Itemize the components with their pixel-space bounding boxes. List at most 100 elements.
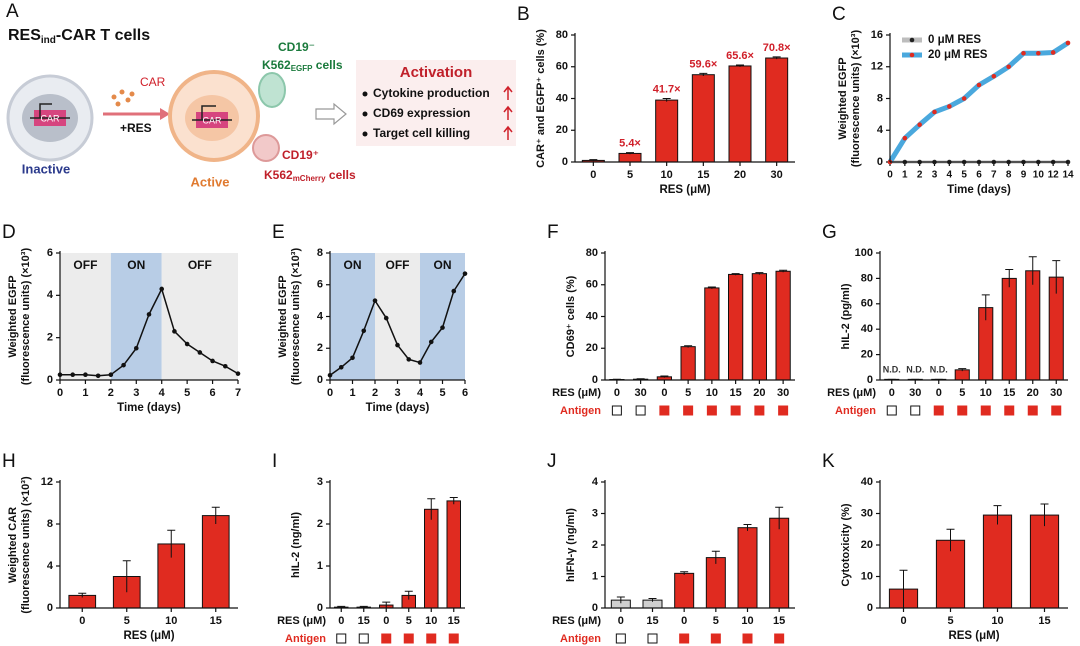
y-axis-label: CAR⁺ and EGFP⁺ cells (%) xyxy=(535,29,547,168)
y-tick-label: 4 xyxy=(877,124,884,136)
antigen-box xyxy=(1004,405,1015,416)
row-label: RES (μM) xyxy=(552,387,601,399)
x-tick-label: 5 xyxy=(439,387,445,399)
region xyxy=(161,253,238,380)
x-tick-label: 30 xyxy=(635,387,647,399)
x-axis-label: Time (days) xyxy=(947,184,1011,196)
point xyxy=(338,365,344,370)
error-bar xyxy=(167,529,176,558)
x-tick-label: 5 xyxy=(961,170,967,181)
panel-letter: H xyxy=(2,451,16,472)
x-axis-label: RES (μM) xyxy=(123,630,174,642)
x-tick-label: 15 xyxy=(1003,387,1015,399)
x-tick-label: 10 xyxy=(980,387,992,399)
y-tick-label: 0 xyxy=(592,602,598,614)
point xyxy=(184,341,190,347)
y-tick-label: 20 xyxy=(861,539,873,551)
x-tick-label: 0 xyxy=(661,387,667,399)
antigen-box xyxy=(754,405,765,416)
marker-label: CD19⁻ xyxy=(278,40,315,54)
y-axis-label: hIL-2 (pg/ml) xyxy=(840,283,852,349)
bar xyxy=(1025,270,1041,381)
mcherry-cell xyxy=(252,134,280,162)
cell-rest: cells xyxy=(326,168,356,182)
x-tick-label: 4 xyxy=(417,387,424,399)
y-tick-label: 0 xyxy=(47,602,53,614)
bar-annotation: 65.6× xyxy=(726,50,754,62)
error-bar xyxy=(958,368,967,372)
x-tick-label: 0 xyxy=(338,615,344,627)
bar xyxy=(1029,514,1060,609)
point xyxy=(210,358,215,364)
error-bar xyxy=(78,592,87,598)
antigen-box xyxy=(336,633,347,644)
bar xyxy=(765,57,789,163)
x-tick-label: 0 xyxy=(383,615,389,627)
antigen-box xyxy=(679,633,690,644)
bar-annotation: 70.8× xyxy=(763,42,791,54)
error-bar xyxy=(427,498,436,520)
bar xyxy=(680,346,696,381)
antigen-box xyxy=(1027,405,1038,416)
panel-letter: A xyxy=(6,1,19,22)
error-bar xyxy=(211,506,220,524)
x-tick-label: 2 xyxy=(372,387,378,399)
error-bar xyxy=(648,598,657,602)
error-bar xyxy=(772,56,781,60)
x-tick-label: 0 xyxy=(57,387,63,399)
y-tick-label: 20 xyxy=(586,342,598,354)
x-axis-label: Time (days) xyxy=(117,402,181,414)
x-tick-label: 0 xyxy=(681,615,687,627)
x-tick-label: 15 xyxy=(358,615,370,627)
point xyxy=(1036,50,1041,56)
x-tick-label: 0 xyxy=(327,387,333,399)
bar xyxy=(982,514,1013,609)
y-axis-label: Weighted CAR xyxy=(7,507,19,583)
antigen-box xyxy=(933,405,944,416)
error-bar xyxy=(122,560,131,593)
bar xyxy=(655,99,679,163)
x-tick-label: 9 xyxy=(1021,170,1027,181)
y-tick-label: 4 xyxy=(317,310,324,322)
region-label: ON xyxy=(127,258,145,272)
antigen-box xyxy=(635,405,646,416)
activation-box xyxy=(356,60,516,146)
region xyxy=(375,253,420,380)
car-dots xyxy=(111,89,135,107)
y-tick-label: 60 xyxy=(556,61,568,73)
point xyxy=(991,73,997,79)
x-tick-label: 0 xyxy=(590,169,596,181)
point xyxy=(932,109,937,115)
x-tick-label: 10 xyxy=(1033,170,1045,181)
title-sub: ind xyxy=(41,35,56,46)
point xyxy=(235,371,241,376)
cell-sub: EGFP xyxy=(291,64,313,73)
antigen-box xyxy=(710,633,721,644)
y-tick-label: 4 xyxy=(592,476,599,488)
x-tick-label: 14 xyxy=(1062,170,1074,181)
antigen-box xyxy=(886,405,897,416)
point xyxy=(451,288,457,294)
point xyxy=(383,315,389,321)
error-bar xyxy=(684,345,693,348)
y-tick-label: 8 xyxy=(877,92,883,104)
res-label: +RES xyxy=(120,121,152,135)
x-tick-label: 30 xyxy=(1050,387,1062,399)
x-tick-label: 5 xyxy=(685,387,691,399)
x-tick-label: 0 xyxy=(889,387,895,399)
x-tick-label: 5 xyxy=(124,615,130,627)
x-tick-label: 6 xyxy=(462,387,468,399)
point xyxy=(1065,40,1071,46)
egfp-cell xyxy=(258,72,286,108)
point xyxy=(159,286,165,292)
region-label: OFF xyxy=(73,258,97,272)
point xyxy=(947,104,952,109)
error-bar xyxy=(743,524,752,531)
point xyxy=(961,96,967,101)
marker-label: CD19⁺ xyxy=(282,148,319,162)
panel-letter: I xyxy=(272,451,277,472)
y-tick-label: 12 xyxy=(41,476,53,488)
row-label: RES (μM) xyxy=(827,387,876,399)
x-tick-label: 5 xyxy=(184,387,190,399)
car-label: CAR xyxy=(140,75,166,89)
